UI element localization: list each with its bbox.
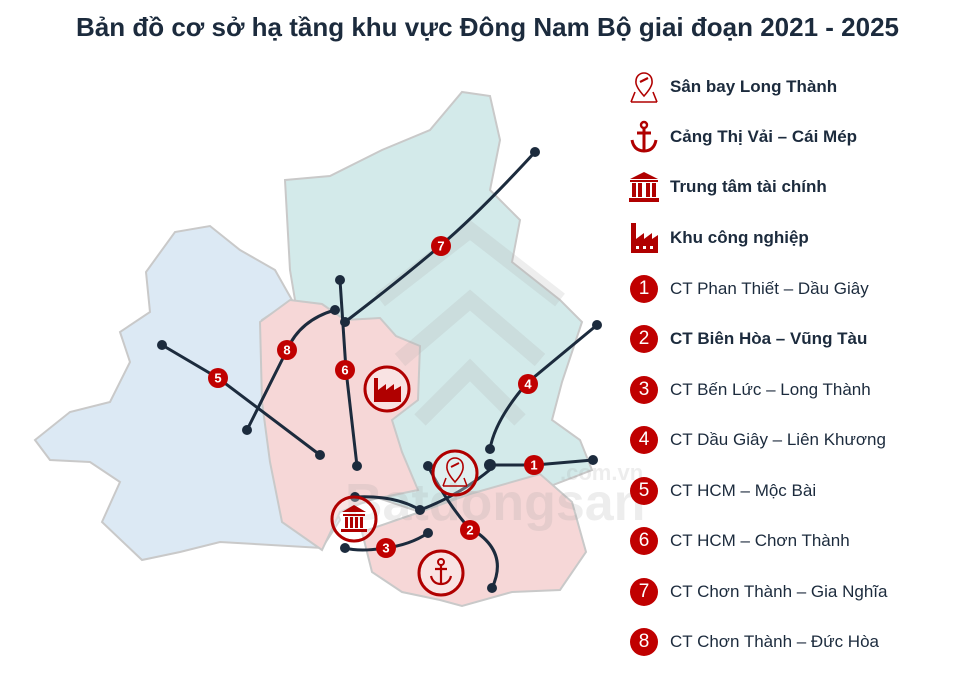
svg-text:7: 7 bbox=[437, 239, 444, 254]
svg-text:2: 2 bbox=[466, 523, 473, 538]
factory-marker bbox=[363, 365, 411, 413]
route-number-badge: 4 bbox=[630, 426, 658, 454]
legend-label: Cảng Thị Vải – Cái Mép bbox=[670, 127, 858, 146]
route-badge-1: 1 bbox=[524, 455, 544, 475]
legend-label: CT Biên Hòa – Vũng Tàu bbox=[670, 329, 868, 348]
svg-text:6: 6 bbox=[341, 363, 348, 378]
legend-label: CT Chơn Thành – Đức Hòa bbox=[670, 632, 879, 651]
legend-route-1: 1 CT Phan Thiết – Dầu Giây bbox=[624, 271, 869, 307]
airport-pin-icon bbox=[624, 69, 664, 105]
legend-label: CT HCM – Mộc Bài bbox=[670, 481, 817, 500]
legend-item-industrial: Khu công nghiệp bbox=[624, 220, 809, 256]
route-number-badge: 5 bbox=[630, 477, 658, 505]
bank-marker bbox=[330, 495, 378, 543]
factory-icon bbox=[624, 220, 664, 256]
legend-label: Sân bay Long Thành bbox=[670, 77, 838, 96]
legend-label: CT Dầu Giây – Liên Khương bbox=[670, 430, 886, 449]
airport-marker bbox=[431, 449, 479, 497]
bank-icon bbox=[624, 169, 664, 205]
svg-text:3: 3 bbox=[382, 541, 389, 556]
legend-route-8: 8 CT Chơn Thành – Đức Hòa bbox=[624, 624, 879, 660]
anchor-marker bbox=[417, 549, 465, 597]
legend-route-4: 4 CT Dầu Giây – Liên Khương bbox=[624, 422, 886, 458]
legend-label: CT Bến Lức – Long Thành bbox=[670, 380, 871, 399]
route-number-badge: 3 bbox=[630, 376, 658, 404]
legend-label: Trung tâm tài chính bbox=[670, 177, 827, 196]
legend-label: CT Chơn Thành – Gia Nghĩa bbox=[670, 582, 888, 601]
legend-route-6: 6 CT HCM – Chơn Thành bbox=[624, 523, 850, 559]
route-number-badge: 1 bbox=[630, 275, 658, 303]
legend-route-7: 7 CT Chơn Thành – Gia Nghĩa bbox=[624, 574, 887, 610]
anchor-icon bbox=[624, 119, 664, 155]
route-badge-6: 6 bbox=[335, 360, 355, 380]
svg-text:.com.vn: .com.vn bbox=[560, 460, 643, 485]
svg-text:5: 5 bbox=[214, 371, 221, 386]
legend-route-2: 2 CT Biên Hòa – Vũng Tàu bbox=[624, 321, 867, 357]
svg-text:8: 8 bbox=[283, 343, 290, 358]
svg-text:Batdongsan: Batdongsan bbox=[345, 474, 645, 532]
route-badge-4: 4 bbox=[518, 374, 538, 394]
legend-route-5: 5 CT HCM – Mộc Bài bbox=[624, 473, 816, 509]
svg-text:1: 1 bbox=[530, 458, 537, 473]
legend-item-port: Cảng Thị Vải – Cái Mép bbox=[624, 119, 857, 155]
route-badge-8: 8 bbox=[277, 340, 297, 360]
route-number-badge: 6 bbox=[630, 527, 658, 555]
route-endpoints bbox=[157, 147, 602, 593]
route-number-badge: 2 bbox=[630, 325, 658, 353]
legend-item-airport: Sân bay Long Thành bbox=[624, 69, 837, 105]
legend-label: CT HCM – Chơn Thành bbox=[670, 531, 850, 550]
page-title: Bản đồ cơ sở hạ tầng khu vực Đông Nam Bộ… bbox=[76, 12, 899, 42]
route-badge-5: 5 bbox=[208, 368, 228, 388]
legend-item-finance: Trung tâm tài chính bbox=[624, 169, 827, 205]
legend-label: CT Phan Thiết – Dầu Giây bbox=[670, 279, 869, 298]
route-badge-3: 3 bbox=[376, 538, 396, 558]
legend-route-3: 3 CT Bến Lức – Long Thành bbox=[624, 372, 871, 408]
legend-label: Khu công nghiệp bbox=[670, 228, 809, 247]
route-badge-7: 7 bbox=[431, 236, 451, 256]
route-number-badge: 7 bbox=[630, 578, 658, 606]
route-badge-2: 2 bbox=[460, 520, 480, 540]
watermark: Batdongsan .com.vn bbox=[345, 219, 645, 532]
svg-text:4: 4 bbox=[524, 377, 532, 392]
route-number-badge: 8 bbox=[630, 628, 658, 656]
